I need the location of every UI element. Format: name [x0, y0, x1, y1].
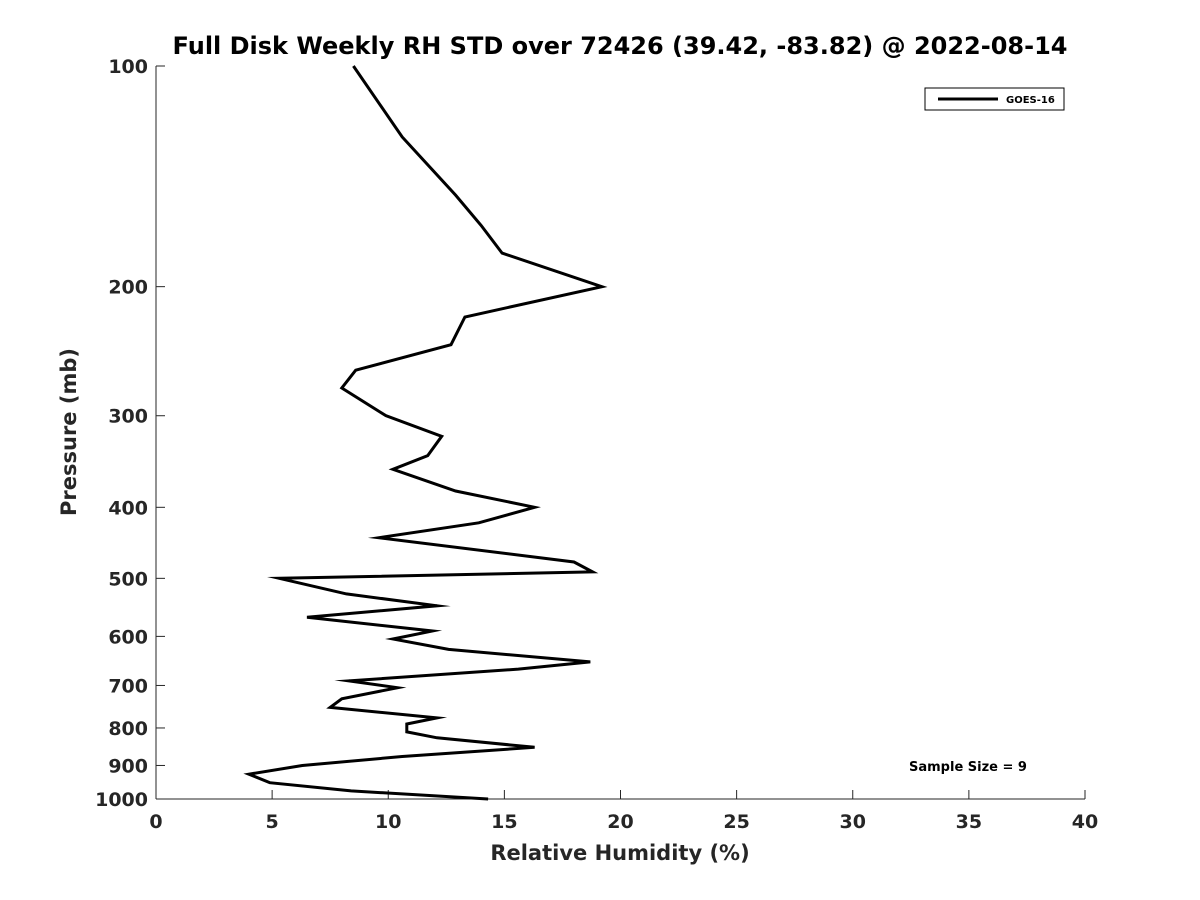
y-tick-label: 200 [108, 277, 148, 299]
x-tick-label: 0 [149, 811, 162, 833]
chart-title: Full Disk Weekly RH STD over 72426 (39.4… [173, 32, 1068, 60]
x-tick-label: 40 [1072, 811, 1098, 833]
x-tick-label: 25 [723, 811, 749, 833]
series-line-goes-16 [243, 65, 608, 801]
x-axis-ticks: 0 5 10 15 20 25 30 35 40 [149, 790, 1098, 833]
y-tick-label: 500 [108, 568, 148, 590]
y-axis-label: Pressure (mb) [57, 348, 81, 516]
y-tick-label: 1000 [95, 789, 148, 811]
y-tick-label: 400 [108, 497, 148, 519]
y-tick-label: 700 [108, 675, 148, 697]
y-tick-label: 100 [108, 56, 148, 78]
x-tick-label: 15 [491, 811, 517, 833]
x-tick-label: 20 [607, 811, 633, 833]
y-axis-ticks: 100 200 300 400 500 600 700 800 900 1000 [95, 56, 165, 811]
x-tick-label: 30 [840, 811, 866, 833]
y-tick-label: 600 [108, 626, 148, 648]
legend-label-goes-16: GOES-16 [1006, 95, 1055, 106]
sample-size-annotation: Sample Size = 9 [909, 760, 1027, 775]
x-tick-label: 5 [266, 811, 279, 833]
x-axis-label: Relative Humidity (%) [490, 841, 749, 865]
plot-area [156, 66, 1085, 799]
y-tick-label: 300 [108, 406, 148, 428]
y-tick-label: 900 [108, 755, 148, 777]
legend: GOES-16 [924, 87, 1065, 111]
x-tick-label: 10 [375, 811, 401, 833]
series-layer [243, 65, 608, 801]
y-tick-label: 800 [108, 718, 148, 740]
x-tick-label: 35 [956, 811, 982, 833]
